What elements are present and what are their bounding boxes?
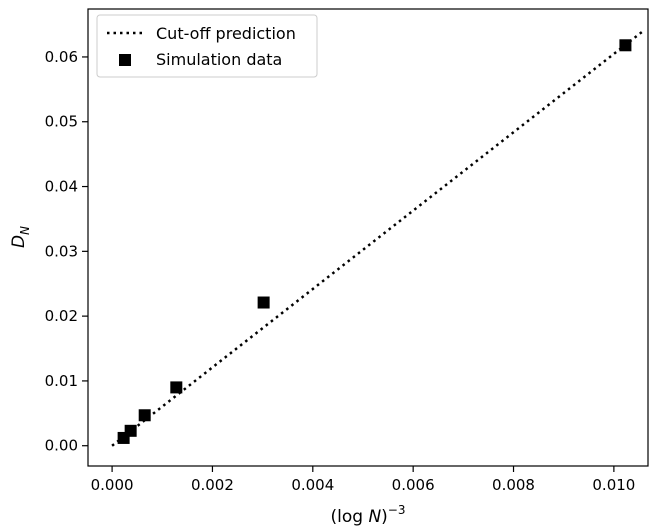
simulation-data-point [619, 39, 632, 52]
legend-label-cutoff: Cut-off prediction [156, 24, 296, 43]
y-tick-label: 0.04 [45, 178, 78, 196]
y-axis-label: DN [9, 226, 32, 248]
x-tick-label: 0.002 [191, 476, 234, 494]
cutoff-prediction-line [111, 29, 645, 447]
x-axis: 0.000 0.002 0.004 0.006 0.008 0.010 [91, 466, 635, 494]
x-axis-label: (log N)−3 [330, 503, 405, 527]
x-tick-label: 0.004 [291, 476, 334, 494]
y-tick-label: 0.06 [45, 48, 78, 66]
chart-marks [111, 29, 645, 447]
x-tick-label: 0.010 [592, 476, 635, 494]
simulation-data-point [124, 424, 137, 437]
y-tick-label: 0.02 [45, 307, 78, 325]
plot-frame [87, 8, 649, 467]
legend-box [96, 14, 318, 78]
y-tick-label: 0.03 [45, 242, 78, 260]
x-tick-label: 0.006 [392, 476, 435, 494]
simulation-data-point [257, 296, 270, 309]
y-tick-label: 0.01 [45, 372, 78, 390]
legend-marker-swatch [119, 54, 131, 66]
x-tick-label: 0.000 [91, 476, 134, 494]
legend-label-simulation: Simulation data [156, 50, 282, 69]
y-axis: 0.00 0.01 0.02 0.03 0.04 0.05 0.06 [45, 48, 88, 455]
simulation-data-point [170, 381, 183, 394]
x-tick-label: 0.008 [492, 476, 535, 494]
plot-background [88, 9, 648, 466]
y-tick-label: 0.05 [45, 113, 78, 131]
simulation-data-point [138, 409, 151, 422]
y-tick-label: 0.00 [45, 437, 78, 455]
legend: Cut-off prediction Simulation data [96, 14, 318, 78]
